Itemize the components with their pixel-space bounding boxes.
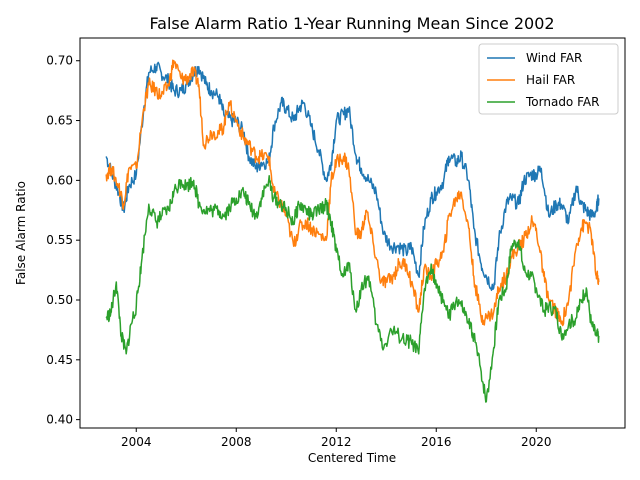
y-tick-label: 0.65 [46,114,73,128]
x-tick-label: 2016 [421,435,452,449]
y-tick-label: 0.70 [46,54,73,68]
y-tick-label: 0.50 [46,293,73,307]
legend-box [478,43,619,115]
y-tick-label: 0.55 [46,233,73,247]
y-tick-label: 0.40 [46,413,73,427]
x-tick-label: 2012 [321,435,352,449]
axes-frame [79,37,626,429]
x-axis-label: Centered Time [308,451,396,465]
legend: Wind FAR Hail FAR Tornado FAR [478,43,619,115]
y-axis: 0.40 0.45 0.50 0.55 0.60 0.65 0.70 [46,54,80,427]
x-tick-label: 2008 [221,435,252,449]
chart-title: False Alarm Ratio 1-Year Running Mean Si… [149,14,554,33]
legend-label: Wind FAR [526,51,582,65]
legend-label: Hail FAR [526,73,575,87]
x-axis: 2004 2008 2012 2016 2020 [121,428,552,449]
y-tick-label: 0.60 [46,173,73,187]
y-tick-label: 0.45 [46,353,73,367]
x-tick-label: 2020 [521,435,552,449]
legend-label: Tornado FAR [525,95,599,109]
x-tick-label: 2004 [121,435,152,449]
y-axis-label: False Alarm Ratio [14,181,28,285]
series-line-hail-far [105,59,600,327]
series-layer [105,59,600,403]
series-line-tornado-far [105,175,600,403]
